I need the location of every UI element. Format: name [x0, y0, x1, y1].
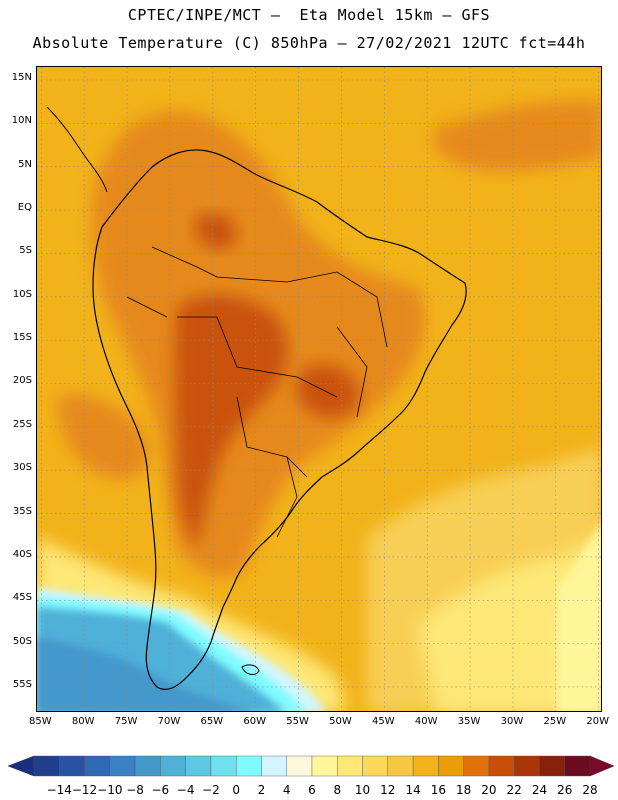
lon-tick-label: 65W: [200, 716, 224, 727]
colorbar-tick-label: 12: [380, 783, 396, 797]
lon-tick-label: 85W: [28, 716, 52, 727]
colorbar-tick-label: 8: [333, 783, 342, 797]
lon-tick-label: 25W: [543, 716, 567, 727]
colorbar-tick-label: 22: [506, 783, 522, 797]
colorbar-tick-label: 4: [282, 783, 291, 797]
lon-tick-label: 30W: [500, 716, 524, 727]
colorbar-swatch: [412, 755, 439, 777]
colorbar-tick-label: −8: [126, 783, 144, 797]
colorbar-tick-label: 18: [455, 783, 472, 797]
lat-tick-label: 5N: [18, 158, 32, 170]
colorbar-tick-label: −2: [202, 783, 220, 797]
colorbar-tick-label: 24: [531, 783, 548, 797]
lon-tick-label: 60W: [243, 716, 266, 727]
colorbar-tick-label: 2: [257, 783, 266, 797]
colorbar-swatch: [387, 755, 414, 777]
colorbar-swatch: [59, 755, 85, 777]
colorbar-swatch: [513, 755, 540, 777]
colorbar-tick-label: −12: [71, 783, 98, 797]
lat-tick-label: 10S: [12, 288, 32, 300]
colorbar-under-arrow: [7, 755, 35, 777]
colorbar-tick-label: 20: [481, 783, 497, 797]
lat-tick-label: 15N: [11, 72, 32, 83]
colorbar: [7, 755, 615, 777]
lon-tick-label: 40W: [414, 716, 438, 727]
colorbar-swatch: [337, 755, 363, 777]
colorbar-swatch: [109, 755, 136, 777]
lat-tick-label: 35S: [12, 505, 32, 517]
colorbar-tick-label: 6: [308, 783, 316, 797]
chart-title: CPTEC/INPE/MCT – Eta Model 15km – GFS: [127, 6, 491, 24]
colorbar-swatch: [185, 755, 212, 777]
colorbar-swatch: [235, 755, 262, 777]
colorbar-swatch: [362, 755, 389, 777]
colorbar-tick-label: −6: [151, 783, 170, 797]
colorbar-over-arrow: [589, 755, 615, 777]
colorbar-tick-label: −14: [46, 783, 72, 797]
lat-tick-label: 45S: [12, 592, 32, 604]
field-ocean-pale: [557, 520, 601, 711]
colorbar-swatch: [134, 755, 161, 777]
colorbar-swatch: [311, 755, 338, 777]
temperature-map: [37, 67, 601, 711]
lat-tick-label: 5S: [19, 245, 32, 257]
lat-tick-label: 40S: [12, 548, 32, 560]
colorbar-tick-label: 0: [232, 783, 240, 797]
lat-tick-label: 15S: [12, 332, 32, 344]
lon-tick-label: 75W: [114, 716, 138, 727]
field-land-ocean-warm: [57, 394, 150, 480]
lon-tick-label: 45W: [372, 716, 395, 727]
colorbar-tick-label: −10: [97, 783, 123, 797]
lat-tick-label: 20S: [12, 375, 32, 387]
colorbar-tick-label: −4: [176, 783, 195, 797]
colorbar-swatch: [261, 755, 287, 777]
field-land-hot-east: [296, 364, 359, 418]
field-land-hot-north: [194, 213, 237, 249]
colorbar-swatch: [286, 755, 313, 777]
colorbar-tick-label: 26: [557, 783, 573, 797]
chart-subtitle: Absolute Temperature (C) 850hPa – 27/02/…: [32, 34, 586, 52]
field-atlantic-warm: [433, 100, 601, 172]
map-panel: [36, 66, 602, 712]
colorbar-swatch: [33, 755, 60, 777]
lon-tick-label: 55W: [286, 716, 309, 727]
colorbar-tick-label: 28: [582, 783, 598, 797]
lon-tick-label: 35W: [457, 716, 481, 727]
colorbar-tick-label: 10: [354, 783, 371, 797]
central-america: [46, 106, 108, 193]
border-lines: [126, 246, 388, 538]
lon-tick-label: 20W: [586, 716, 610, 727]
lat-tick-label: 50S: [12, 635, 32, 647]
lat-tick-label: 25S: [12, 418, 32, 430]
lat-tick-label: 30S: [12, 462, 32, 474]
colorbar-swatch: [84, 755, 111, 777]
colorbar-swatch: [438, 755, 464, 777]
lon-tick-label: 50W: [329, 716, 352, 727]
colorbar-swatch: [488, 755, 515, 777]
field-coldest: [37, 637, 258, 711]
colorbar-swatch: [160, 755, 186, 777]
lat-tick-label: EQ: [17, 202, 32, 214]
field-ocean-light: [417, 537, 601, 711]
lon-tick-label: 70W: [157, 716, 181, 727]
lon-tick-label: 80W: [71, 716, 95, 727]
lat-tick-label: 55S: [12, 678, 32, 690]
colorbar-swatch: [539, 755, 565, 777]
lat-tick-label: 10N: [11, 115, 32, 127]
colorbar-swatch: [463, 755, 490, 777]
colorbar-tick-label: 16: [430, 783, 446, 797]
colorbar-tick-label: 14: [405, 783, 421, 797]
falklands: [241, 664, 260, 675]
colorbar-swatch: [210, 755, 237, 777]
continent-outline: [92, 149, 467, 690]
field-land-hot: [174, 294, 288, 547]
colorbar-swatch: [564, 755, 591, 777]
coastlines: [46, 106, 467, 690]
